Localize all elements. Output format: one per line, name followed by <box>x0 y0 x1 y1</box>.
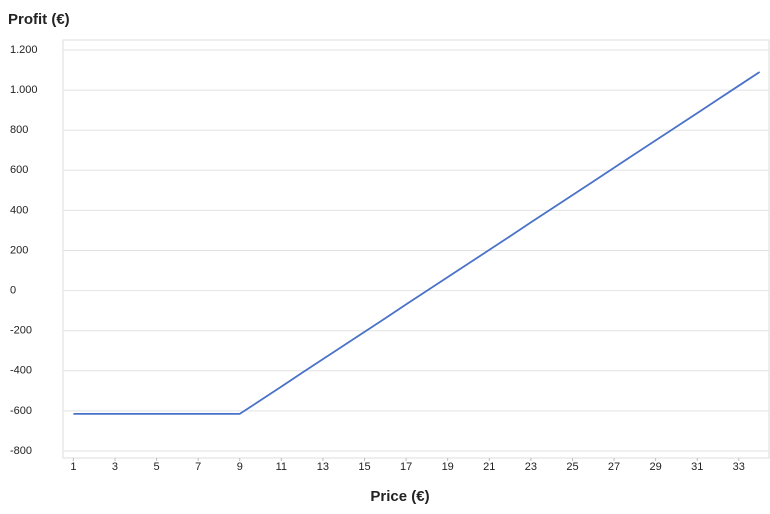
y-tick-label: 0 <box>10 285 16 297</box>
y-tick-label: 1.000 <box>10 84 38 96</box>
line-series <box>73 71 761 415</box>
x-tick-label: 33 <box>733 461 745 473</box>
x-tick-label: 31 <box>691 461 703 473</box>
x-tick-label: 29 <box>650 461 662 473</box>
x-tick-label: 25 <box>566 461 578 473</box>
x-axis-title: Price (€) <box>370 488 429 505</box>
y-tick-label: 200 <box>10 244 28 256</box>
x-tick-label: 3 <box>112 461 118 473</box>
x-tick-label: 1 <box>70 461 76 473</box>
y-tick-label: 800 <box>10 124 28 136</box>
y-tick-label: 600 <box>10 164 28 176</box>
y-tick-label: -800 <box>10 445 32 457</box>
y-tick-label: 400 <box>10 204 28 216</box>
plot-frame <box>62 39 770 459</box>
x-tick-label: 15 <box>358 461 370 473</box>
x-tick-label: 17 <box>400 461 412 473</box>
x-tick-label: 13 <box>317 461 329 473</box>
x-tick-label: 5 <box>154 461 160 473</box>
y-tick-label: 1.200 <box>10 44 38 56</box>
y-tick-label: -600 <box>10 405 32 417</box>
x-tick-label: 11 <box>276 461 287 473</box>
x-tick-label: 7 <box>195 461 201 473</box>
x-tick-label: 21 <box>483 461 495 473</box>
x-tick-label: 23 <box>525 461 537 473</box>
x-tick-label: 27 <box>608 461 620 473</box>
x-tick-label: 19 <box>442 461 454 473</box>
x-tick-label: 9 <box>237 461 243 473</box>
y-axis-title: Profit (€) <box>8 11 70 28</box>
y-tick-label: -400 <box>10 365 32 377</box>
y-tick-label: -200 <box>10 325 32 337</box>
